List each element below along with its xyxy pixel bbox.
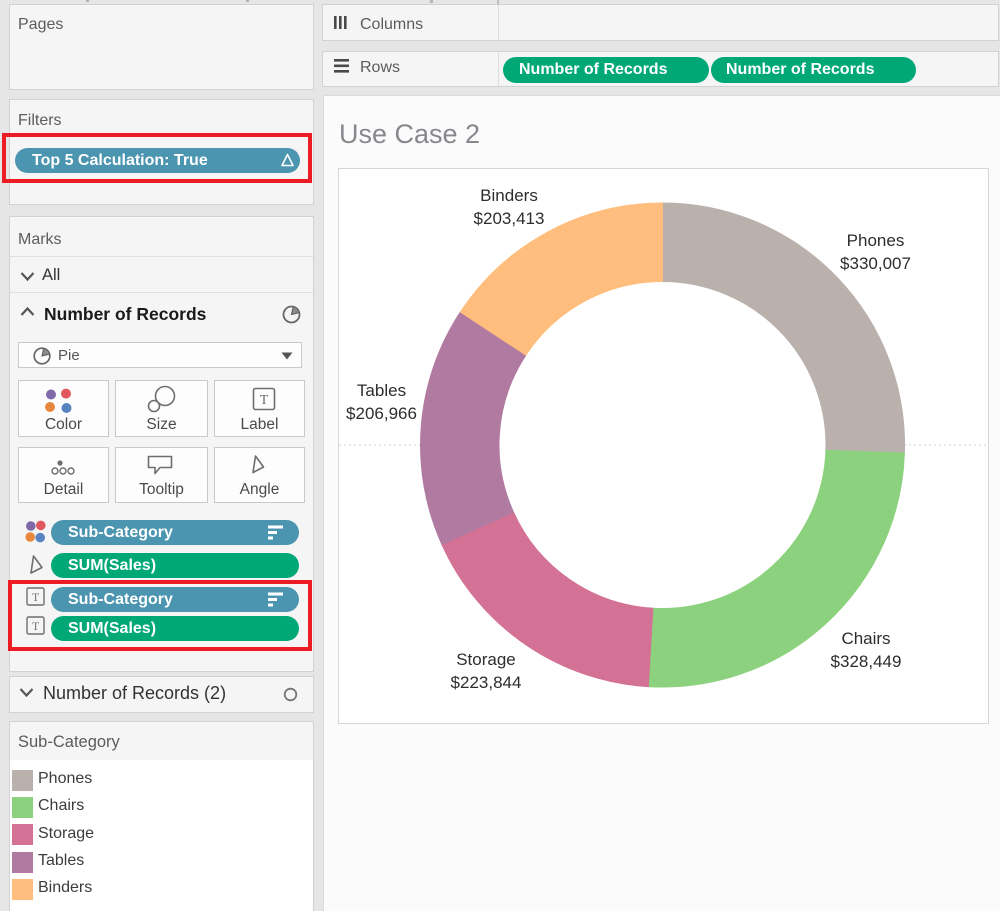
svg-text:T: T [32, 592, 39, 604]
svg-text:T: T [260, 393, 269, 408]
svg-text:T: T [32, 621, 39, 633]
